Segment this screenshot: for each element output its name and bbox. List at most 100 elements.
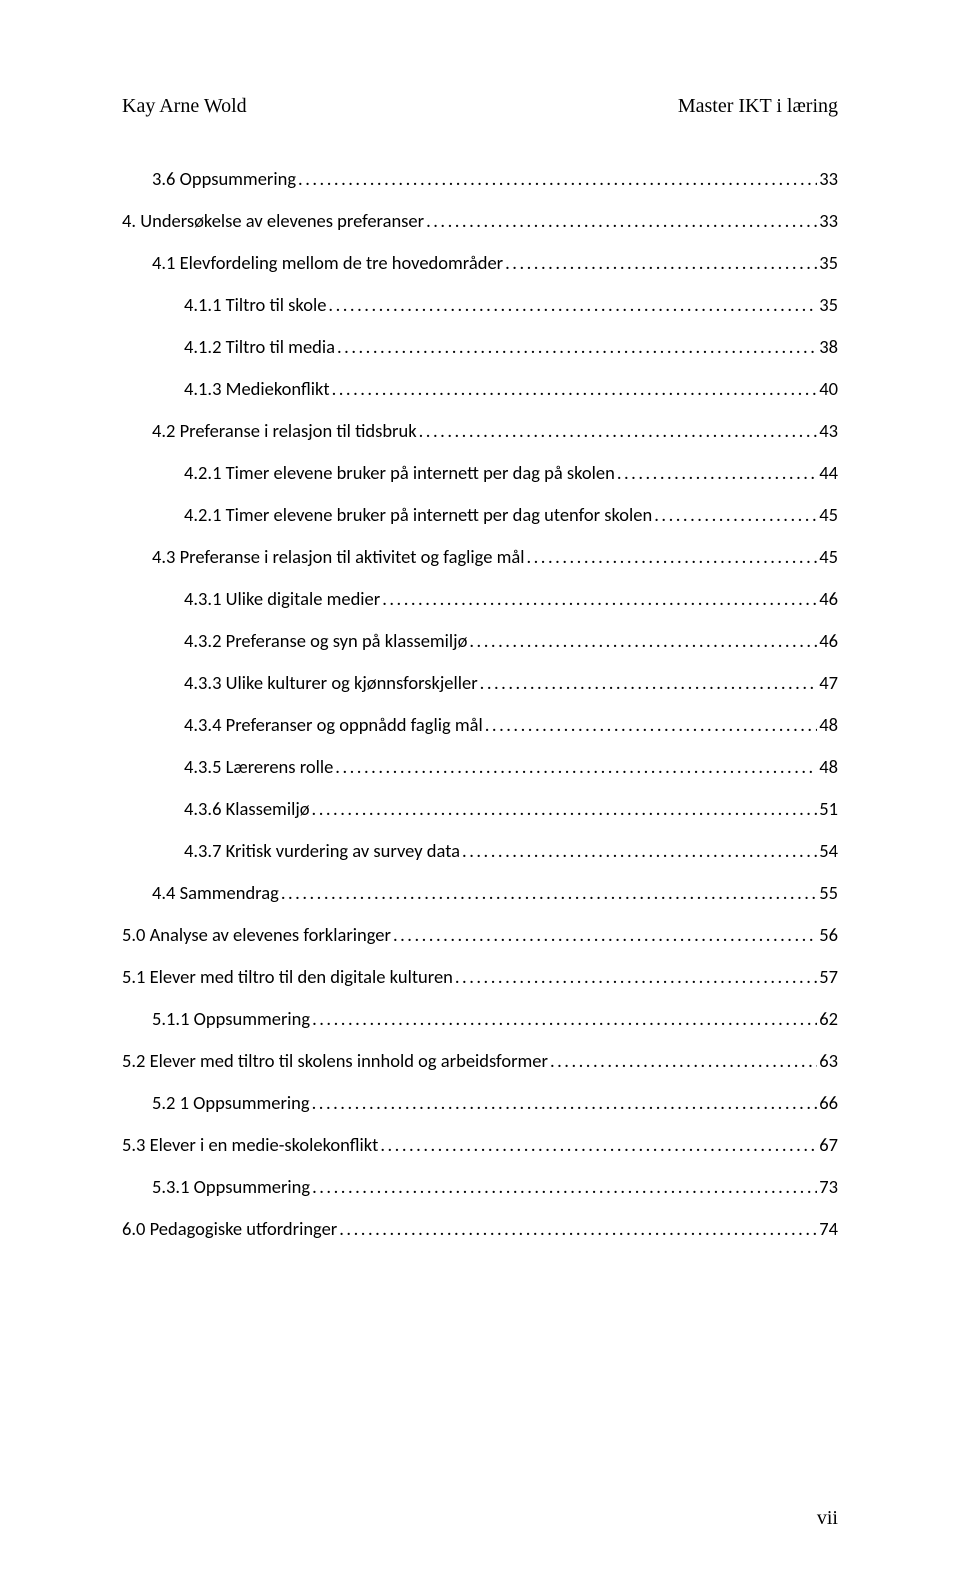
toc-page: 44 <box>819 464 838 483</box>
toc-leader <box>455 968 817 987</box>
toc-entry: 5.1 Elever med tiltro til den digitale k… <box>122 968 838 987</box>
toc-page: 46 <box>819 590 838 609</box>
toc-leader <box>312 1178 817 1197</box>
toc-title: 5.3.1 Oppsummering <box>152 1178 310 1197</box>
toc-title: 4.1.2 Tiltro til media <box>184 338 335 357</box>
toc-leader <box>339 1220 817 1239</box>
toc-title: 4.3.3 Ulike kulturer og kjønnsforskjelle… <box>184 674 478 693</box>
toc-title: 4.3 Preferanse i relasjon til aktivitet … <box>152 548 524 567</box>
toc-leader <box>382 590 817 609</box>
toc-title: 4.3.2 Preferanse og syn på klassemiljø <box>184 632 467 651</box>
toc-title: 4.2.1 Timer elevene bruker på internett … <box>184 464 615 483</box>
toc-title: 5.2 Elever med tiltro til skolens innhol… <box>122 1052 548 1071</box>
toc-entry: 4. Undersøkelse av elevenes preferanser … <box>122 212 838 231</box>
toc-title: 4.1 Elevfordeling mellom de tre hovedomr… <box>152 254 503 273</box>
toc-leader <box>332 380 818 399</box>
toc-page: 43 <box>819 422 838 441</box>
toc-entry: 4.3.7 Kritisk vurdering av survey data 5… <box>122 842 838 861</box>
toc-entry: 5.3 Elever i en medie-skolekonflikt 67 <box>122 1136 838 1155</box>
toc-page: 35 <box>819 254 838 273</box>
toc-entry: 4.3.6 Klassemiljø 51 <box>122 800 838 819</box>
toc-entry: 5.3.1 Oppsummering 73 <box>122 1178 838 1197</box>
toc-leader <box>505 254 817 273</box>
toc-entry: 5.0 Analyse av elevenes forklaringer 56 <box>122 926 838 945</box>
toc-page: 63 <box>819 1052 838 1071</box>
toc-page: 74 <box>819 1220 838 1239</box>
toc-leader <box>480 674 818 693</box>
toc-entry: 5.2 1 Oppsummering 66 <box>122 1094 838 1113</box>
toc-page: 54 <box>819 842 838 861</box>
toc-entry: 6.0 Pedagogiske utfordringer 74 <box>122 1220 838 1239</box>
toc-title: 4.3.6 Klassemiljø <box>184 800 310 819</box>
toc-entry: 4.3.1 Ulike digitale medier 46 <box>122 590 838 609</box>
toc-page: 56 <box>819 926 838 945</box>
toc-leader <box>526 548 817 567</box>
page-header: Kay Arne Wold Master IKT i læring <box>122 95 838 118</box>
toc-title: 5.3 Elever i en medie-skolekonflikt <box>122 1136 378 1155</box>
toc-entry: 4.3.5 Lærerens rolle 48 <box>122 758 838 777</box>
toc-leader <box>426 212 817 231</box>
toc-entry: 4.3.3 Ulike kulturer og kjønnsforskjelle… <box>122 674 838 693</box>
toc-title: 4.2 Preferanse i relasjon til tidsbruk <box>152 422 417 441</box>
header-right: Master IKT i læring <box>678 95 838 118</box>
toc-entry: 4.3.2 Preferanse og syn på klassemiljø 4… <box>122 632 838 651</box>
toc-entry: 4.2.1 Timer elevene bruker på internett … <box>122 506 838 525</box>
toc-page: 48 <box>819 758 838 777</box>
toc-title: 4.1.3 Mediekonflikt <box>184 380 330 399</box>
toc-leader <box>337 338 817 357</box>
toc-entry: 4.1.3 Mediekonflikt 40 <box>122 380 838 399</box>
toc-entry: 4.1.1 Tiltro til skole 35 <box>122 296 838 315</box>
toc-title: 4. Undersøkelse av elevenes preferanser <box>122 212 424 231</box>
table-of-contents: 3.6 Oppsummering 33 4. Undersøkelse av e… <box>122 170 838 1239</box>
toc-leader <box>419 422 818 441</box>
toc-leader <box>312 1094 818 1113</box>
toc-leader <box>380 1136 817 1155</box>
toc-title: 5.1 Elever med tiltro til den digitale k… <box>122 968 453 987</box>
toc-leader <box>281 884 817 903</box>
toc-title: 5.0 Analyse av elevenes forklaringer <box>122 926 391 945</box>
toc-leader <box>393 926 817 945</box>
toc-leader <box>462 842 817 861</box>
toc-page: 62 <box>819 1010 838 1029</box>
toc-title: 4.3.1 Ulike digitale medier <box>184 590 380 609</box>
toc-leader <box>328 296 817 315</box>
toc-page: 48 <box>819 716 838 735</box>
toc-entry: 4.2.1 Timer elevene bruker på internett … <box>122 464 838 483</box>
toc-entry: 5.2 Elever med tiltro til skolens innhol… <box>122 1052 838 1071</box>
toc-leader <box>312 800 818 819</box>
toc-entry: 4.4 Sammendrag 55 <box>122 884 838 903</box>
toc-title: 4.1.1 Tiltro til skole <box>184 296 326 315</box>
toc-page: 66 <box>819 1094 838 1113</box>
toc-entry: 4.1.2 Tiltro til media 38 <box>122 338 838 357</box>
toc-page: 38 <box>819 338 838 357</box>
toc-page: 33 <box>819 212 838 231</box>
toc-title: 5.1.1 Oppsummering <box>152 1010 310 1029</box>
toc-page: 35 <box>819 296 838 315</box>
toc-page: 46 <box>819 632 838 651</box>
toc-title: 4.3.7 Kritisk vurdering av survey data <box>184 842 460 861</box>
toc-page: 45 <box>819 548 838 567</box>
toc-page: 73 <box>819 1178 838 1197</box>
toc-title: 4.2.1 Timer elevene bruker på internett … <box>184 506 652 525</box>
toc-page: 57 <box>819 968 838 987</box>
toc-page: 47 <box>819 674 838 693</box>
toc-leader <box>335 758 817 777</box>
toc-entry: 4.2 Preferanse i relasjon til tidsbruk 4… <box>122 422 838 441</box>
header-left: Kay Arne Wold <box>122 95 247 118</box>
toc-entry: 5.1.1 Oppsummering 62 <box>122 1010 838 1029</box>
toc-leader <box>654 506 817 525</box>
toc-page: 40 <box>819 380 838 399</box>
toc-page: 33 <box>819 170 838 189</box>
toc-title: 6.0 Pedagogiske utfordringer <box>122 1220 337 1239</box>
toc-title: 4.3.4 Preferanser og oppnådd faglig mål <box>184 716 483 735</box>
toc-leader <box>617 464 817 483</box>
toc-page: 55 <box>819 884 838 903</box>
toc-page: 45 <box>819 506 838 525</box>
toc-entry: 4.3 Preferanse i relasjon til aktivitet … <box>122 548 838 567</box>
toc-title: 5.2 1 Oppsummering <box>152 1094 310 1113</box>
page-number: vii <box>817 1507 838 1530</box>
document-page: Kay Arne Wold Master IKT i læring 3.6 Op… <box>0 0 960 1588</box>
toc-title: 4.4 Sammendrag <box>152 884 279 903</box>
toc-leader <box>312 1010 817 1029</box>
toc-leader <box>469 632 817 651</box>
